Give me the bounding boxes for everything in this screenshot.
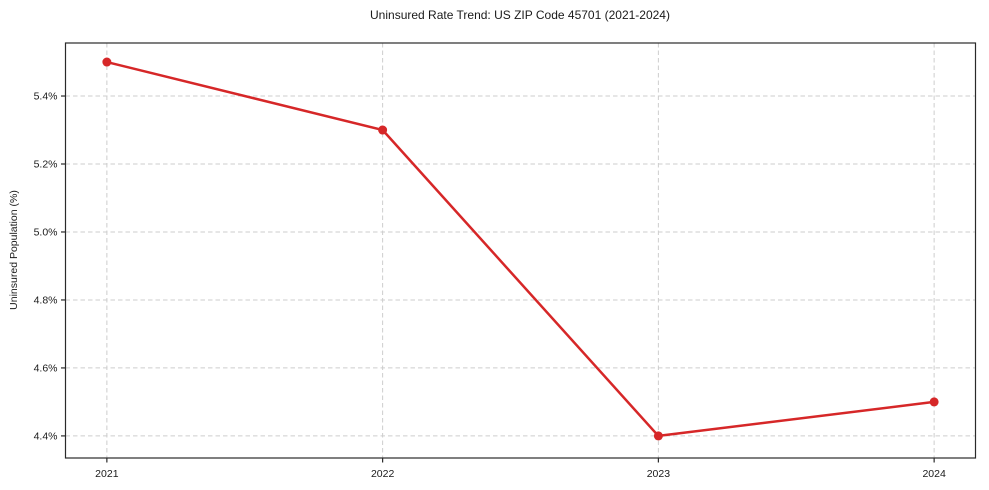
data-point [929,397,939,407]
data-point [102,57,112,67]
x-tick-label: 2022 [371,468,395,480]
x-tick-label: 2021 [95,468,119,480]
y-tick-label: 4.6% [34,362,58,374]
y-tick-label: 5.0% [34,226,58,238]
y-axis-label: Uninsured Population (%) [8,190,20,310]
y-tick-label: 5.4% [34,91,58,103]
x-tick-label: 2023 [647,468,671,480]
data-point [378,125,388,135]
data-point [653,431,663,441]
x-tick-label: 2024 [922,468,946,480]
y-tick-label: 5.2% [34,158,58,170]
y-tick-label: 4.8% [34,294,58,306]
y-tick-label: 4.4% [34,430,58,442]
chart-title: Uninsured Rate Trend: US ZIP Code 45701 … [370,8,670,22]
data-line [105,60,936,438]
plot-frame [64,42,977,459]
